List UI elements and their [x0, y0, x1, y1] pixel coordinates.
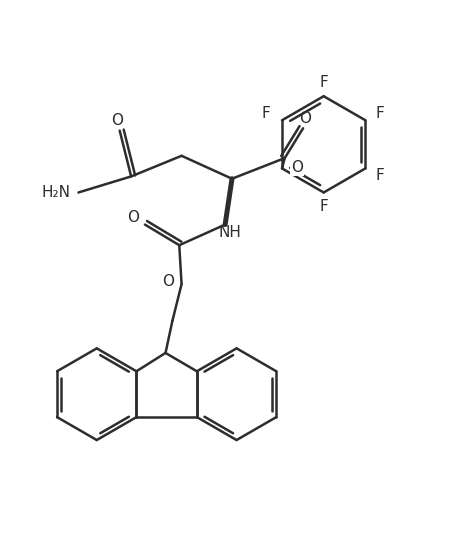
Text: O: O — [290, 161, 302, 175]
Text: O: O — [127, 210, 139, 225]
Text: O: O — [111, 113, 123, 128]
Text: F: F — [319, 75, 327, 90]
Text: H₂N: H₂N — [41, 185, 70, 200]
Text: F: F — [375, 168, 383, 183]
Text: F: F — [319, 199, 327, 214]
Text: NH: NH — [218, 226, 241, 240]
Text: F: F — [261, 106, 270, 121]
Text: O: O — [162, 274, 174, 289]
Text: O: O — [299, 111, 311, 126]
Text: F: F — [375, 106, 383, 121]
